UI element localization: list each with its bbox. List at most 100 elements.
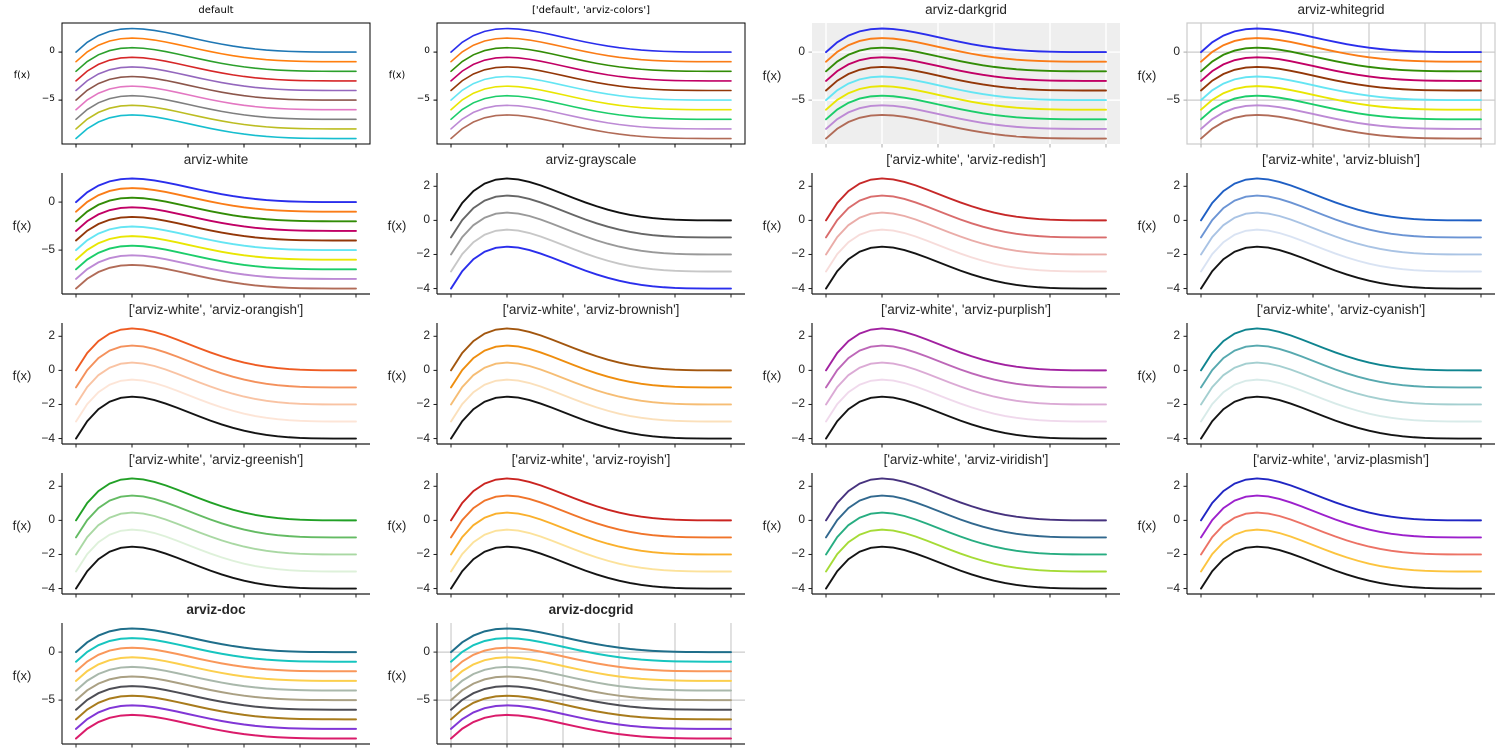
y-tick-label: 0 — [424, 46, 430, 57]
curve-line-3 — [450, 56, 732, 82]
y-tick-label: −2 — [1166, 246, 1180, 261]
curve-line-5 — [450, 675, 732, 702]
curve-line-1 — [450, 194, 732, 239]
subplot-4: arviz-white f(x) 0 −5 — [0, 150, 375, 300]
curve-line-2 — [450, 646, 732, 673]
subplot-14: ['arviz-white', 'arviz-viridish'] f(x) 2… — [750, 450, 1125, 600]
curve-line-2 — [1200, 511, 1482, 556]
curve-line-1 — [450, 494, 732, 539]
subplot-8: ['arviz-white', 'arviz-orangish'] f(x) 2… — [0, 300, 375, 450]
y-tick-label: −4 — [1166, 580, 1180, 595]
curve-line-8 — [450, 704, 732, 730]
curve-line-8 — [75, 104, 357, 130]
y-tick-label: 0 — [48, 644, 55, 659]
y-tick-label: −2 — [416, 546, 430, 561]
plot-title: default — [198, 5, 234, 16]
curve-line-3 — [75, 656, 357, 682]
plot-canvas — [1183, 473, 1495, 598]
curve-line-8 — [75, 704, 357, 730]
curve-line-2 — [75, 196, 357, 223]
plot-title: ['arviz-white', 'arviz-greenish'] — [128, 452, 304, 467]
curve-line-1 — [450, 37, 732, 63]
y-tick-label: 0 — [798, 212, 805, 227]
curve-line-4 — [1200, 245, 1482, 290]
y-tick-label: −2 — [41, 546, 55, 561]
plot-title: ['arviz-white', 'arviz-redish'] — [886, 152, 1046, 167]
curve-group — [825, 177, 1107, 290]
y-axis-label: f(x) — [1137, 218, 1157, 234]
curve-line-0 — [825, 27, 1107, 54]
y-tick-label: −5 — [41, 692, 55, 707]
curve-line-0 — [450, 327, 732, 372]
curve-group — [75, 477, 357, 590]
axes-spines-box — [436, 22, 746, 145]
curve-line-8 — [75, 254, 357, 280]
curve-line-4 — [1200, 395, 1482, 440]
curve-line-5 — [75, 225, 357, 252]
curve-line-2 — [450, 361, 732, 406]
curve-line-4 — [1200, 65, 1482, 92]
curve-group — [450, 177, 732, 290]
y-tick-label: 2 — [423, 178, 430, 193]
y-tick-label: −2 — [791, 546, 805, 561]
y-tick-label: −4 — [416, 580, 430, 595]
y-tick-label: −5 — [41, 242, 55, 257]
y-tick-label: −4 — [416, 430, 430, 445]
curve-line-1 — [75, 637, 357, 663]
y-axis-label: f(x) — [12, 218, 32, 234]
curve-line-0 — [1200, 327, 1482, 372]
curve-line-2 — [450, 46, 732, 73]
curve-line-4 — [75, 395, 357, 440]
curve-line-7 — [450, 694, 732, 721]
plot-title: ['arviz-white', 'arviz-cyanish'] — [1256, 302, 1426, 317]
curve-line-6 — [1200, 85, 1482, 111]
y-tick-label: 2 — [1173, 328, 1180, 343]
curve-line-4 — [450, 66, 732, 92]
curve-line-4 — [450, 545, 732, 590]
y-tick-label: 2 — [798, 178, 805, 193]
curve-line-9 — [1200, 113, 1482, 140]
curve-line-0 — [450, 177, 732, 222]
curve-line-0 — [75, 627, 357, 654]
plot-title: arviz-doc — [186, 602, 246, 617]
curve-group — [825, 27, 1107, 140]
curve-line-3 — [450, 378, 732, 423]
subplot-10: ['arviz-white', 'arviz-purplish'] f(x) 2… — [750, 300, 1125, 450]
y-tick-label: 2 — [798, 478, 805, 493]
curve-line-3 — [825, 528, 1107, 573]
curve-line-7 — [1200, 94, 1482, 121]
y-tick-label: 0 — [423, 644, 430, 659]
curve-line-4 — [75, 215, 357, 242]
curve-line-6 — [75, 85, 357, 111]
plot-canvas — [433, 623, 745, 748]
curve-line-0 — [75, 177, 357, 204]
curve-line-3 — [75, 56, 357, 82]
curve-line-3 — [1200, 228, 1482, 273]
plot-canvas — [433, 323, 745, 448]
subplot-6: ['arviz-white', 'arviz-redish'] f(x) 2 0 −… — [750, 150, 1125, 300]
y-tick-label: 0 — [423, 362, 430, 377]
curve-line-3 — [450, 228, 732, 273]
curve-line-1 — [825, 494, 1107, 539]
curve-line-0 — [825, 177, 1107, 222]
plot-title: ['arviz-white', 'arviz-brownish'] — [502, 302, 680, 317]
subplot-17: arviz-docgrid f(x) 0 −5 — [375, 600, 750, 750]
curve-line-8 — [825, 104, 1107, 130]
curve-line-5 — [450, 75, 732, 101]
axes-spines-box — [1186, 22, 1496, 145]
curve-group — [450, 27, 732, 140]
y-axis-label: f(x) — [1137, 368, 1157, 384]
curve-line-4 — [1200, 545, 1482, 590]
y-axis-label: f(x) — [762, 368, 782, 384]
curve-line-0 — [825, 327, 1107, 372]
curve-line-4 — [450, 395, 732, 440]
subplot-3: arviz-whitegrid f(x) 0 −5 — [1125, 0, 1500, 150]
plot-canvas — [1183, 323, 1495, 448]
curve-line-2 — [75, 511, 357, 556]
plot-title: arviz-grayscale — [545, 152, 637, 167]
y-axis-label: f(x) — [13, 70, 31, 82]
plot-title: ['arviz-white', 'arviz-plasmish'] — [1252, 452, 1430, 467]
y-axis-label: f(x) — [762, 218, 782, 234]
curve-line-2 — [1200, 361, 1482, 406]
